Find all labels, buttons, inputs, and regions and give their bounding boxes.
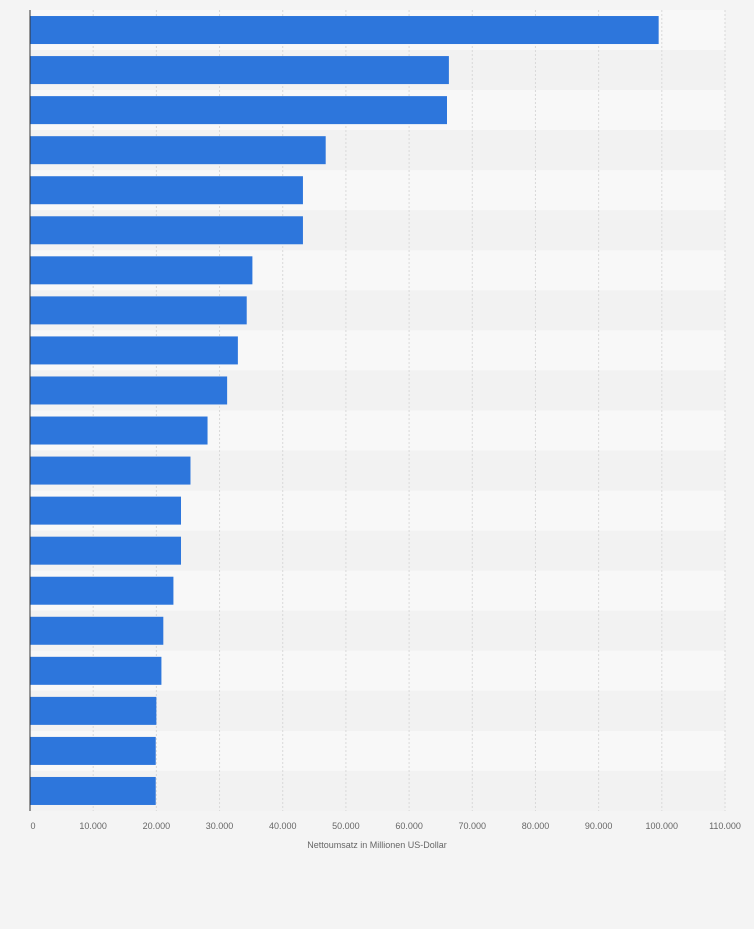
bar <box>30 16 659 45</box>
bar <box>30 536 182 565</box>
bar <box>30 416 208 445</box>
x-tick-label: 80.000 <box>522 821 550 831</box>
bar <box>30 216 303 245</box>
x-tick-label: 70.000 <box>459 821 487 831</box>
x-tick-label: 40.000 <box>269 821 297 831</box>
row-bands <box>30 10 725 811</box>
bar <box>30 336 238 365</box>
bars <box>30 16 659 805</box>
bar <box>30 136 326 165</box>
x-tick-label: 0 <box>30 821 35 831</box>
bar <box>30 96 447 125</box>
bar <box>30 736 156 765</box>
x-tick-label: 60.000 <box>395 821 423 831</box>
bar <box>30 576 174 605</box>
x-tick-label: 110.000 <box>709 821 741 831</box>
bar <box>30 656 162 685</box>
bar <box>30 296 247 325</box>
bar <box>30 456 191 485</box>
x-axis-ticks: 0 10.000 20.000 30.000 40.000 50.000 60.000 70.… <box>30 821 740 831</box>
bar <box>30 776 156 805</box>
x-tick-label: 20.000 <box>143 821 171 831</box>
bar <box>30 376 228 405</box>
x-axis-title: Nettoumsatz in Millionen US-Dollar <box>307 840 447 850</box>
bar <box>30 696 157 725</box>
x-tick-label: 30.000 <box>206 821 234 831</box>
x-tick-label: 10.000 <box>79 821 107 831</box>
bar <box>30 176 303 205</box>
bar <box>30 256 253 285</box>
bar <box>30 616 164 645</box>
x-tick-label: 50.000 <box>332 821 360 831</box>
bar <box>30 496 182 525</box>
bar <box>30 56 449 85</box>
x-tick-label: 90.000 <box>585 821 613 831</box>
x-tick-label: 100.000 <box>646 821 679 831</box>
